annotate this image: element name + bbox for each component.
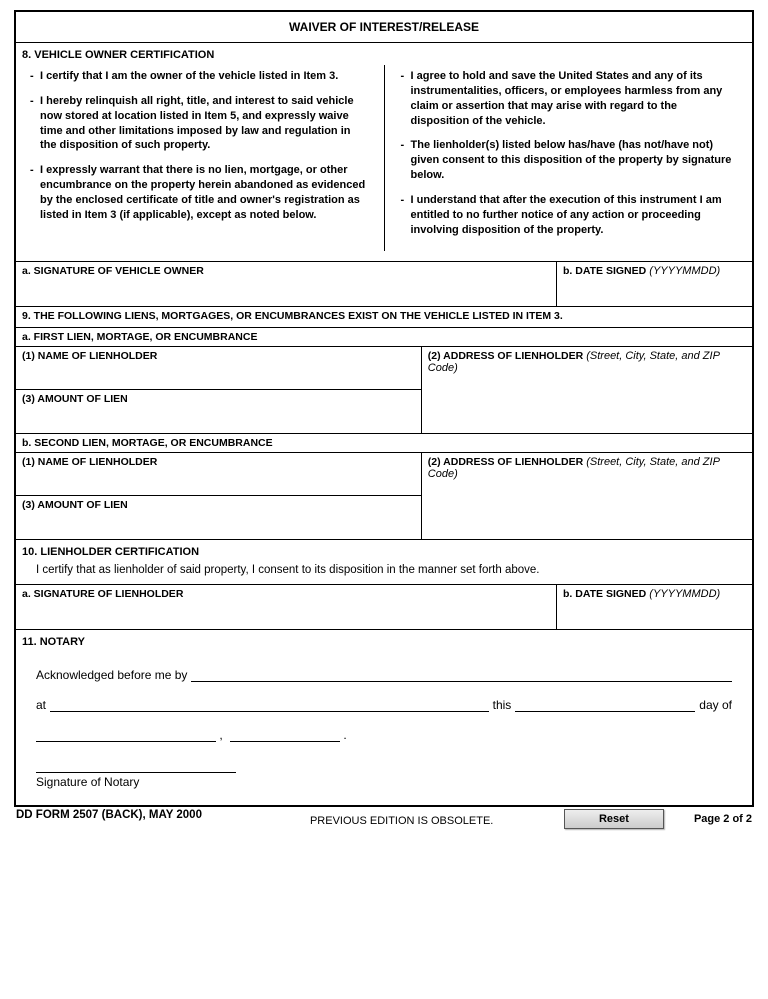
lienholder-date-hint: (YYYYMMDD) [646, 588, 720, 600]
obsolete-notice: PREVIOUS EDITION IS OBSOLETE. [270, 809, 564, 827]
notary-name-field[interactable] [191, 666, 732, 682]
second-lien-amount-field[interactable]: (3) AMOUNT OF LIEN [16, 496, 421, 539]
notary-this-text: this [493, 698, 512, 712]
second-lien-header: b. SECOND LIEN, MORTAGE, OR ENCUMBRANCE [16, 434, 752, 453]
second-lien-name-field[interactable]: (1) NAME OF LIENHOLDER [16, 453, 421, 496]
first-lien-amount-field[interactable]: (3) AMOUNT OF LIEN [16, 390, 421, 433]
section-10: 10. LIENHOLDER CERTIFICATION I certify t… [16, 539, 752, 584]
second-lien-name-label: (1) NAME OF LIENHOLDER [22, 456, 157, 468]
notary-period: . [343, 728, 346, 742]
second-lien-address-label: (2) ADDRESS OF LIENHOLDER [428, 456, 583, 468]
section-10-header: 10. LIENHOLDER CERTIFICATION [16, 540, 752, 560]
page-number: Page 2 of 2 [694, 813, 752, 825]
lienholder-signature-label: a. SIGNATURE OF LIENHOLDER [22, 588, 183, 600]
lienholder-signature-field[interactable]: a. SIGNATURE OF LIENHOLDER [16, 585, 557, 629]
first-lien-header: a. FIRST LIEN, MORTAGE, OR ENCUMBRANCE [16, 328, 752, 347]
cert-left-column: -I certify that I am the owner of the ve… [22, 65, 385, 251]
section-9-header-row: 9. THE FOLLOWING LIENS, MORTGAGES, OR EN… [16, 306, 752, 327]
first-lien-address-label: (2) ADDRESS OF LIENHOLDER [428, 350, 583, 362]
lienholder-signature-row: a. SIGNATURE OF LIENHOLDER b. DATE SIGNE… [16, 584, 752, 629]
reset-button[interactable]: Reset [564, 809, 664, 829]
cert-right-3: I understand that after the execution of… [411, 193, 739, 238]
notary-body: Acknowledged before me by at this day of… [16, 652, 752, 805]
owner-signature-label: a. SIGNATURE OF VEHICLE OWNER [22, 265, 204, 277]
second-lien-block: b. SECOND LIEN, MORTAGE, OR ENCUMBRANCE … [16, 433, 752, 539]
notary-year-field[interactable] [230, 726, 340, 742]
first-lien-block: a. FIRST LIEN, MORTAGE, OR ENCUMBRANCE (… [16, 327, 752, 433]
section-11: 11. NOTARY Acknowledged before me by at … [16, 629, 752, 805]
first-lien-amount-label: (3) AMOUNT OF LIEN [22, 393, 128, 405]
section-9-header: 9. THE FOLLOWING LIENS, MORTGAGES, OR EN… [22, 310, 563, 322]
cert-right-2: The lienholder(s) listed below has/have … [411, 138, 739, 183]
owner-date-label: b. DATE SIGNED [563, 265, 646, 277]
section-8-header: 8. VEHICLE OWNER CERTIFICATION [16, 43, 752, 65]
cert-left-1: I certify that I am the owner of the veh… [40, 69, 338, 84]
form-id: DD FORM 2507 (BACK), MAY 2000 [16, 809, 270, 821]
cert-left-2: I hereby relinquish all right, title, an… [40, 94, 368, 153]
cert-left-3: I expressly warrant that there is no lie… [40, 163, 368, 222]
notary-month-field[interactable] [36, 726, 216, 742]
notary-signature-label: Signature of Notary [36, 772, 236, 789]
section-11-header: 11. NOTARY [16, 630, 752, 652]
first-lien-name-field[interactable]: (1) NAME OF LIENHOLDER [16, 347, 421, 390]
cert-right-column: -I agree to hold and save the United Sta… [385, 65, 747, 251]
first-lien-name-label: (1) NAME OF LIENHOLDER [22, 350, 157, 362]
notary-at-text: at [36, 698, 46, 712]
owner-signature-row: a. SIGNATURE OF VEHICLE OWNER b. DATE SI… [16, 261, 752, 306]
section-8-body: -I certify that I am the owner of the ve… [16, 65, 752, 261]
notary-location-field[interactable] [50, 696, 489, 712]
lienholder-date-label: b. DATE SIGNED [563, 588, 646, 600]
first-lien-address-field[interactable]: (2) ADDRESS OF LIENHOLDER (Street, City,… [421, 347, 752, 433]
owner-date-hint: (YYYYMMDD) [646, 265, 720, 277]
second-lien-amount-label: (3) AMOUNT OF LIEN [22, 499, 128, 511]
notary-ack-text: Acknowledged before me by [36, 668, 187, 682]
form-title: WAIVER OF INTEREST/RELEASE [16, 12, 752, 43]
lienholder-date-field[interactable]: b. DATE SIGNED (YYYYMMDD) [557, 585, 752, 629]
owner-signature-field[interactable]: a. SIGNATURE OF VEHICLE OWNER [16, 262, 557, 306]
cert-right-1: I agree to hold and save the United Stat… [411, 69, 739, 128]
second-lien-address-field[interactable]: (2) ADDRESS OF LIENHOLDER (Street, City,… [421, 453, 752, 539]
notary-comma: , [219, 728, 222, 742]
notary-day-field[interactable] [515, 696, 695, 712]
form-footer: DD FORM 2507 (BACK), MAY 2000 PREVIOUS E… [14, 807, 754, 829]
owner-date-field[interactable]: b. DATE SIGNED (YYYYMMDD) [557, 262, 752, 306]
section-10-text: I certify that as lienholder of said pro… [16, 560, 752, 584]
form-container: WAIVER OF INTEREST/RELEASE 8. VEHICLE OW… [14, 10, 754, 807]
notary-dayof-text: day of [699, 698, 732, 712]
